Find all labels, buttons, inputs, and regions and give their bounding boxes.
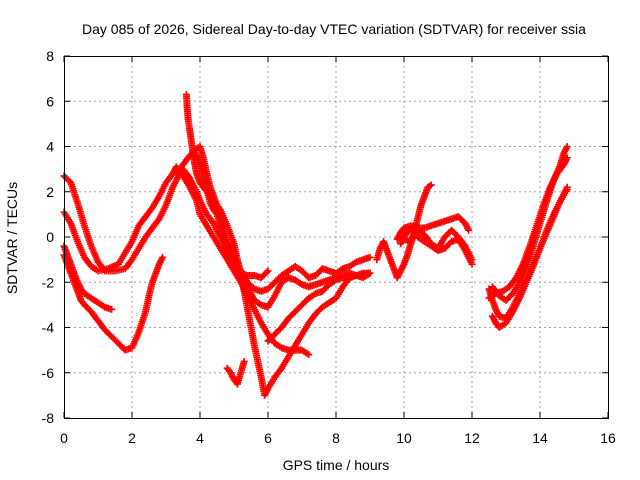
series-track-15 bbox=[488, 185, 571, 331]
series-track-9 bbox=[264, 269, 374, 345]
y-tick-label: 0 bbox=[46, 229, 54, 245]
series-track-10 bbox=[373, 181, 435, 282]
data-point bbox=[465, 226, 473, 234]
x-tick-label: 0 bbox=[60, 430, 68, 446]
series-track-13 bbox=[400, 226, 476, 264]
data-point bbox=[108, 305, 116, 313]
x-tick-label: 12 bbox=[464, 430, 480, 446]
data-point bbox=[159, 253, 167, 261]
series-track-1 bbox=[60, 165, 374, 295]
x-tick-label: 10 bbox=[396, 430, 412, 446]
data-point bbox=[366, 269, 374, 277]
x-axis-label: GPS time / hours bbox=[283, 457, 390, 473]
y-tick-label: 6 bbox=[46, 93, 54, 109]
tick-layer: 0 2 4 6 8 10 12 14 16 -8 -6 -4 -2 0 2 4 6 8 bbox=[42, 48, 616, 446]
y-tick-label: 2 bbox=[46, 184, 54, 200]
series-track-4 bbox=[60, 251, 167, 354]
data-point bbox=[427, 181, 435, 189]
x-tick-label: 2 bbox=[128, 430, 136, 446]
series-track-2 bbox=[60, 163, 313, 359]
x-tick-label: 16 bbox=[600, 430, 616, 446]
series-track-5 bbox=[182, 90, 360, 399]
data-point bbox=[264, 267, 272, 275]
data-point bbox=[563, 185, 571, 193]
y-tick-label: -2 bbox=[42, 274, 55, 290]
x-tick-label: 6 bbox=[264, 430, 272, 446]
y-axis-label: SDTVAR / TECUs bbox=[4, 182, 20, 294]
chart-title: Day 085 of 2026, Sidereal Day-to-day VTE… bbox=[82, 21, 586, 37]
plot-frame bbox=[64, 56, 609, 419]
data-point bbox=[240, 357, 248, 365]
series-track-8 bbox=[223, 357, 248, 388]
x-tick-label: 8 bbox=[332, 430, 340, 446]
y-tick-label: -4 bbox=[42, 320, 55, 336]
data-point bbox=[305, 351, 313, 359]
data-point bbox=[468, 256, 476, 264]
y-tick-label: 4 bbox=[46, 139, 54, 155]
x-tick-label: 14 bbox=[532, 430, 548, 446]
series-track-3 bbox=[60, 242, 116, 313]
x-tick-label: 4 bbox=[196, 430, 204, 446]
series-track-17 bbox=[488, 143, 571, 304]
data-point bbox=[263, 268, 271, 276]
y-tick-label: -8 bbox=[42, 410, 55, 426]
y-tick-label: 8 bbox=[46, 48, 54, 64]
series-track-7 bbox=[189, 147, 272, 282]
data-point bbox=[563, 143, 571, 150]
marker-layer bbox=[60, 90, 571, 399]
data-point bbox=[366, 253, 374, 261]
y-tick-label: -6 bbox=[42, 365, 55, 381]
